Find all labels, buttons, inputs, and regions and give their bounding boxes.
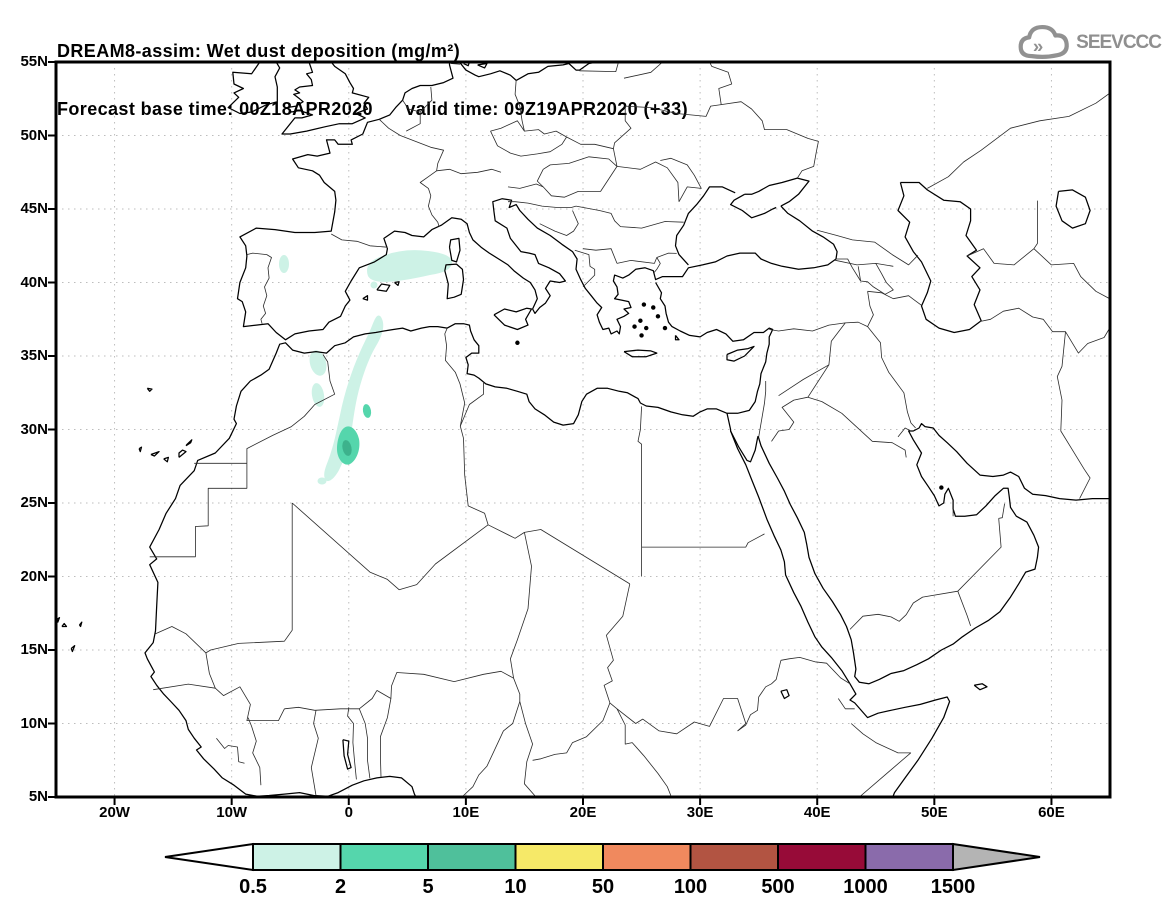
lat-tick-label: 40N	[20, 273, 48, 291]
colorbar-cell	[864, 843, 954, 871]
coastlines	[56, 62, 1110, 797]
colorbar-cell	[252, 843, 342, 871]
lon-tick-label: 30E	[686, 804, 714, 821]
colorbar-cell	[689, 843, 779, 871]
lat-tick-label: 5N	[28, 788, 48, 805]
colorbar-cell	[427, 843, 517, 871]
colorbar	[164, 842, 1041, 872]
lon-tick-label: 0	[344, 804, 353, 821]
lon-tick-label: 10W	[216, 804, 248, 821]
lat-tick-label: 35N	[20, 347, 48, 364]
colorbar-tick-label: 2	[334, 876, 347, 898]
axis-ticks	[48, 61, 1053, 805]
colorbar-tick-label: 5	[422, 876, 434, 898]
colorbar-tick-label: 1500	[930, 876, 976, 898]
seevccc-logo: » SEEVCCC	[1016, 22, 1162, 64]
lat-tick-label: 20N	[20, 567, 48, 585]
lon-tick-label: 40E	[803, 804, 831, 821]
lat-tick-label: 50N	[20, 126, 48, 144]
chevrons-icon: »	[1033, 35, 1043, 56]
plot-subtitle: Forecast base time: 00Z18APR2020 valid t…	[57, 99, 688, 119]
lat-tick-label: 10N	[20, 714, 48, 732]
lat-tick-label: 25N	[20, 494, 48, 511]
colorbar-tick-label: 50	[591, 876, 615, 898]
colorbar-overflow-arrow	[952, 842, 1041, 872]
dust-deposition-areas	[279, 250, 453, 485]
lon-tick-label: 50E	[920, 804, 948, 821]
lon-tick-label: 60E	[1038, 804, 1065, 821]
colorbar-cell	[777, 843, 867, 871]
colorbar-cell	[602, 843, 692, 871]
lat-tick-label: 45N	[20, 200, 48, 217]
lat-tick-label: 55N	[20, 53, 48, 70]
colorbar-tick-label: 10	[504, 876, 527, 898]
title-block: DREAM8-assim: Wet dust deposition (mg/m²…	[57, 4, 688, 138]
colorbar-underflow-arrow	[164, 842, 254, 872]
cloud-icon: »	[1018, 24, 1069, 59]
country-borders	[149, 62, 1110, 797]
colorbar-tick-label: 100	[673, 876, 708, 898]
colorbar-cell	[339, 843, 429, 871]
lon-tick-label: 10E	[452, 804, 480, 821]
lon-tick-label: 20E	[569, 804, 597, 821]
lat-tick-label: 15N	[20, 641, 48, 658]
colorbar-tick-label: 500	[761, 876, 795, 898]
logo-text: SEEVCCC	[1076, 32, 1162, 53]
colorbar-cell	[514, 843, 604, 871]
plot-title: DREAM8-assim: Wet dust deposition (mg/m²…	[57, 41, 461, 61]
colorbar-tick-label: 0.5	[239, 876, 267, 898]
map-geography	[56, 62, 1110, 797]
graticule	[56, 62, 1110, 797]
lat-tick-label: 30N	[20, 420, 48, 438]
colorbar-tick-label: 1000	[843, 876, 888, 898]
lon-tick-label: 20W	[99, 804, 130, 821]
